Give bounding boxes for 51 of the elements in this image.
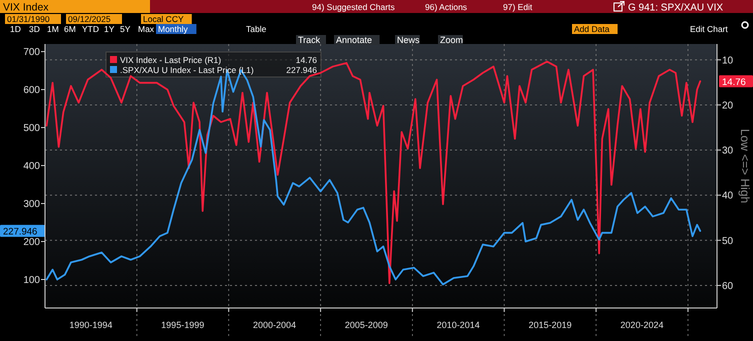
text: 3D <box>29 24 40 34</box>
y-tick-label: 700 <box>23 47 40 58</box>
text: Monthly <box>158 24 189 34</box>
legend-label: .SPX/XAU U Index - Last Price (L1) <box>120 65 254 75</box>
y2-tick-label: 50 <box>722 236 734 247</box>
text: 6M <box>64 24 76 34</box>
text: 1M <box>47 24 59 34</box>
text: 1D <box>10 24 21 34</box>
y-tick-label: 100 <box>23 275 40 286</box>
text: Table <box>246 24 267 34</box>
chart-subtitle: G 941: SPX/XAU VIX <box>628 2 724 14</box>
annotation: Track <box>298 35 321 45</box>
text: 14.76 <box>722 76 746 88</box>
y-tick-label: 200 <box>23 237 40 248</box>
y2-axis-title: Low <=> High <box>738 128 752 204</box>
y2-tick-label: 10 <box>722 55 734 66</box>
y2-tick-label: 40 <box>722 190 734 202</box>
x-tick-label: 1995-1999 <box>161 320 204 330</box>
text: 94) Suggested Charts <box>312 2 395 12</box>
y-tick-label: 600 <box>23 85 40 96</box>
y-tick-label: 500 <box>23 123 40 134</box>
text: Add Data <box>574 24 610 34</box>
y2-tick-label: 20 <box>722 100 734 112</box>
chart-title: VIX Index <box>3 2 50 14</box>
text: Max <box>138 24 155 34</box>
text: 97) Edit <box>503 2 533 12</box>
x-tick-label: 2015-2019 <box>528 320 572 330</box>
x-tick-label: 2005-2009 <box>344 320 388 330</box>
y-tick-label: 400 <box>23 161 40 172</box>
y2-tick-label: 30 <box>722 146 734 157</box>
text: 96) Actions <box>425 2 468 12</box>
text: 1Y <box>104 24 115 34</box>
text: YTD <box>82 24 99 34</box>
annotation: 227.946 <box>286 65 318 75</box>
annotation: 14.76 <box>296 55 318 65</box>
text: 5Y <box>120 24 131 34</box>
y-tick-label: 300 <box>23 199 40 210</box>
text: Local CCY <box>143 14 184 24</box>
text: 01/31/1990 <box>7 14 50 24</box>
x-tick-label: 2000-2004 <box>253 320 296 330</box>
x-tick-label: 1990-1994 <box>69 320 112 330</box>
y2-tick-label: 60 <box>722 280 734 292</box>
x-tick-label: 2010-2014 <box>436 320 480 330</box>
text: 09/12/2025 <box>68 14 111 24</box>
annotation: Annotate <box>336 35 372 45</box>
legend-label: VIX Index - Last Price (R1) <box>120 55 222 65</box>
text: Edit Chart <box>690 24 728 34</box>
annotation: Zoom <box>440 35 464 45</box>
text: 227.946 <box>3 226 38 238</box>
annotation: News <box>397 35 420 45</box>
x-tick-label: 2020-2024 <box>620 320 664 330</box>
